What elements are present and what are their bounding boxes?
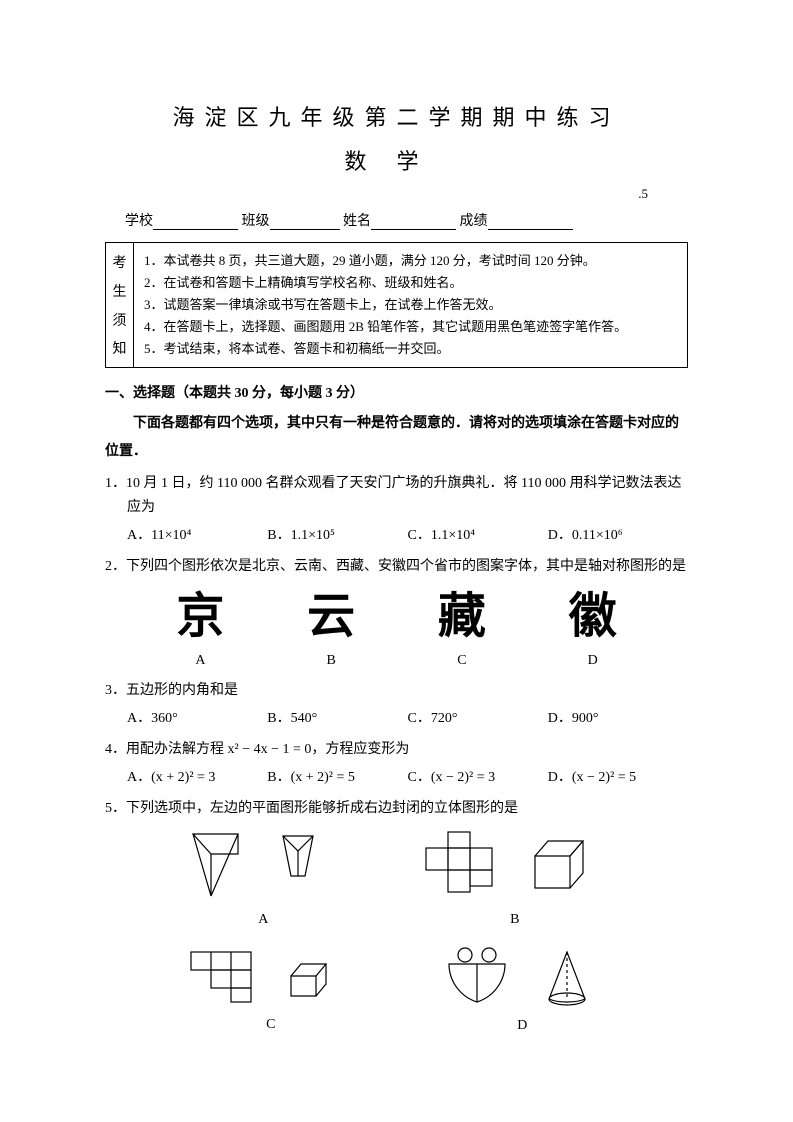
q2-lbl-b: B bbox=[266, 649, 397, 673]
q5-fig-d bbox=[437, 944, 607, 1012]
school-label: 学校 bbox=[125, 214, 153, 229]
q5-row-1: A B bbox=[105, 820, 688, 938]
q1-opt-a: A．11×10⁴ bbox=[127, 524, 267, 548]
q5-text: 5．下列选项中，左边的平面图形能够折成右边封闭的立体图形的是 bbox=[105, 797, 688, 821]
class-label: 班级 bbox=[242, 214, 270, 229]
q4-opt-c: C．(x − 2)² = 3 bbox=[408, 766, 548, 790]
name-label: 姓名 bbox=[343, 214, 371, 229]
notice-line: 1．本试卷共 8 页，共三道大题，29 道小题，满分 120 分，考试时间 12… bbox=[144, 250, 677, 272]
q5-fig-a bbox=[183, 826, 343, 906]
notice-content: 1．本试卷共 8 页，共三道大题，29 道小题，满分 120 分，考试时间 12… bbox=[134, 243, 687, 367]
q5-pair-a: A bbox=[183, 826, 343, 932]
q2-fig-a: 京 bbox=[165, 587, 235, 647]
q5-fig-c bbox=[186, 946, 356, 1011]
school-blank[interactable] bbox=[153, 214, 238, 230]
q2-fig-b: 云 bbox=[296, 587, 366, 647]
score-blank[interactable] bbox=[488, 214, 573, 230]
notice-char: 生 bbox=[113, 281, 127, 301]
q4-opt-a: A．(x + 2)² = 3 bbox=[127, 766, 267, 790]
notice-line: 3．试题答案一律填涂或书写在答题卡上，在试卷上作答无效。 bbox=[144, 294, 677, 316]
q2-fig-c: 藏 bbox=[427, 587, 497, 647]
q3-text: 3．五边形的内角和是 bbox=[105, 679, 688, 703]
q2-lbl-a: A bbox=[135, 649, 266, 673]
q1-text: 1．10 月 1 日，约 110 000 名群众观看了天安门广场的升旗典礼．将 … bbox=[105, 472, 688, 520]
question-5: 5．下列选项中，左边的平面图形能够折成右边封闭的立体图形的是 A bbox=[105, 797, 688, 1044]
notice-line: 2．在试卷和答题卡上精确填写学校名称、班级和姓名。 bbox=[144, 272, 677, 294]
question-2: 2．下列四个图形依次是北京、云南、西藏、安徽四个省市的图案字体，其中是轴对称图形… bbox=[105, 555, 688, 673]
notice-side: 考 生 须 知 bbox=[106, 243, 134, 367]
notice-char: 知 bbox=[113, 338, 127, 358]
q3-opt-d: D．900° bbox=[548, 707, 688, 731]
question-3: 3．五边形的内角和是 A．360° B．540° C．720° D．900° bbox=[105, 679, 688, 731]
q5-pair-b: B bbox=[420, 826, 610, 932]
q2-lbl-d: D bbox=[527, 649, 658, 673]
q1-opt-d: D．0.11×10⁶ bbox=[548, 524, 688, 548]
date-mark: .5 bbox=[105, 186, 688, 202]
q4-opt-d: D．(x − 2)² = 5 bbox=[548, 766, 688, 790]
q4-text: 4．用配办法解方程 x² − 4x − 1 = 0，方程应变形为 bbox=[105, 738, 688, 762]
q4-opt-b: B．(x + 2)² = 5 bbox=[267, 766, 407, 790]
q3-opt-c: C．720° bbox=[408, 707, 548, 731]
q2-lbl-c: C bbox=[397, 649, 528, 673]
q5-lbl-c: C bbox=[186, 1013, 356, 1037]
q5-lbl-a: A bbox=[183, 908, 343, 932]
notice-line: 5．考试结束，将本试卷、答题卡和初稿纸一并交回。 bbox=[144, 338, 677, 360]
main-title: 海淀区九年级第二学期期中练习 bbox=[105, 100, 688, 132]
score-label: 成绩 bbox=[460, 214, 488, 229]
notice-char: 须 bbox=[113, 310, 127, 330]
section-note: 下面各题都有四个选项，其中只有一种是符合题意的．请将对的选项填涂在答题卡对应的位… bbox=[105, 410, 688, 466]
q5-lbl-d: D bbox=[437, 1014, 607, 1038]
q3-opt-b: B．540° bbox=[267, 707, 407, 731]
q2-text: 2．下列四个图形依次是北京、云南、西藏、安徽四个省市的图案字体，其中是轴对称图形… bbox=[105, 555, 688, 579]
q2-fig-d: 徽 bbox=[558, 587, 628, 647]
class-blank[interactable] bbox=[270, 214, 340, 230]
q5-row-2: C D bbox=[105, 938, 688, 1044]
subject-title: 数学 bbox=[105, 144, 688, 176]
notice-char: 考 bbox=[113, 252, 127, 272]
question-1: 1．10 月 1 日，约 110 000 名群众观看了天安门广场的升旗典礼．将 … bbox=[105, 472, 688, 547]
q3-opt-a: A．360° bbox=[127, 707, 267, 731]
q5-pair-d: D bbox=[437, 944, 607, 1038]
q5-lbl-b: B bbox=[420, 908, 610, 932]
q1-opt-c: C．1.1×10⁴ bbox=[408, 524, 548, 548]
section-title: 一、选择题（本题共 30 分，每小题 3 分） bbox=[105, 382, 688, 402]
name-blank[interactable] bbox=[371, 214, 456, 230]
q1-opt-b: B．1.1×10⁵ bbox=[267, 524, 407, 548]
q5-fig-b bbox=[420, 826, 610, 906]
notice-box: 考 生 须 知 1．本试卷共 8 页，共三道大题，29 道小题，满分 120 分… bbox=[105, 242, 688, 368]
student-info: 学校 班级 姓名 成绩 bbox=[105, 210, 688, 230]
q2-figures: 京 云 藏 徽 bbox=[105, 579, 688, 647]
question-4: 4．用配办法解方程 x² − 4x − 1 = 0，方程应变形为 A．(x + … bbox=[105, 738, 688, 790]
notice-line: 4．在答题卡上，选择题、画图题用 2B 铅笔作答，其它试题用黑色笔迹签字笔作答。 bbox=[144, 316, 677, 338]
q5-pair-c: C bbox=[186, 946, 356, 1037]
